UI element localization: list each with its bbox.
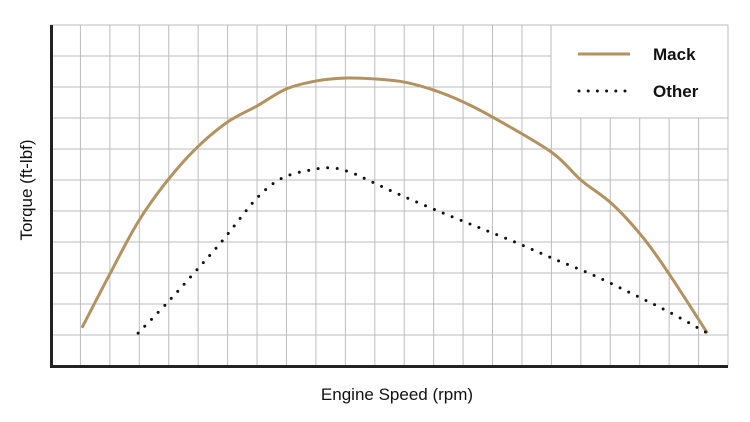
series-line-other <box>136 166 709 335</box>
legend-box <box>550 24 729 119</box>
legend-label-mack: Mack <box>653 45 696 64</box>
series-line-mack <box>80 76 709 334</box>
series-group <box>80 76 709 335</box>
y-axis-label: Torque (ft-lbf) <box>17 139 36 240</box>
legend-label-other: Other <box>653 82 699 101</box>
legend: Mack Other <box>550 24 729 119</box>
x-axis-label: Engine Speed (rpm) <box>321 385 473 404</box>
